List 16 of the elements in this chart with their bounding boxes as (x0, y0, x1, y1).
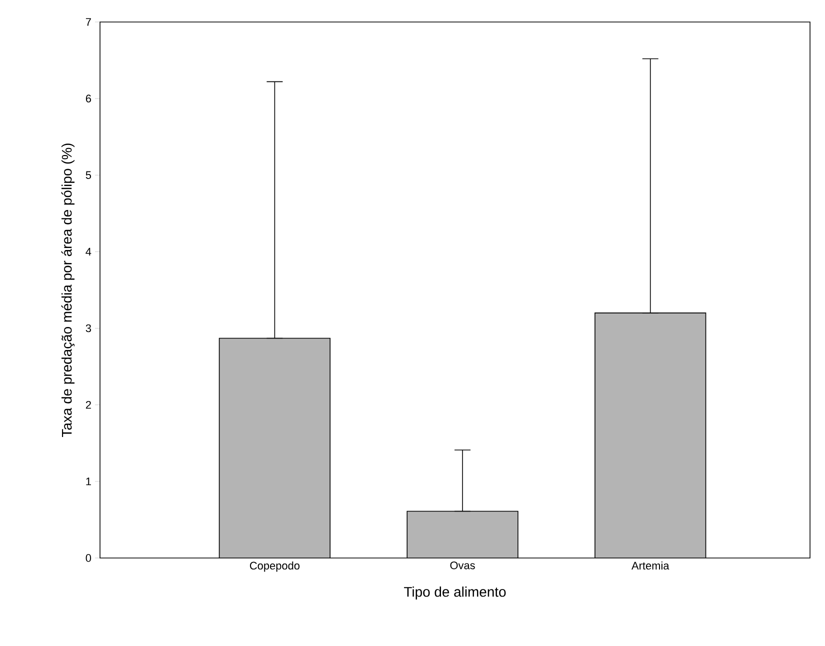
y-axis-title: Taxa de predação média por área de pólipo (%) (61, 144, 75, 437)
x-axis-title: Tipo de alimento (404, 586, 506, 600)
bar (218, 338, 331, 558)
y-tick-label: 1 (86, 478, 91, 486)
x-tick-label: Ovas (450, 562, 475, 570)
y-tick-label: 2 (86, 401, 91, 409)
bar (406, 510, 518, 558)
y-tick-label: 5 (86, 171, 92, 179)
y-tick-label: 6 (86, 94, 91, 102)
x-tick-label: Artemia (631, 562, 670, 570)
y-tick-label: 7 (86, 18, 91, 26)
y-tick-label: 4 (86, 248, 92, 256)
y-tick-label: 3 (86, 324, 91, 332)
y-tick-label: 0 (86, 554, 92, 562)
bar (594, 312, 706, 558)
x-tick-label: Copepodo (250, 562, 300, 572)
